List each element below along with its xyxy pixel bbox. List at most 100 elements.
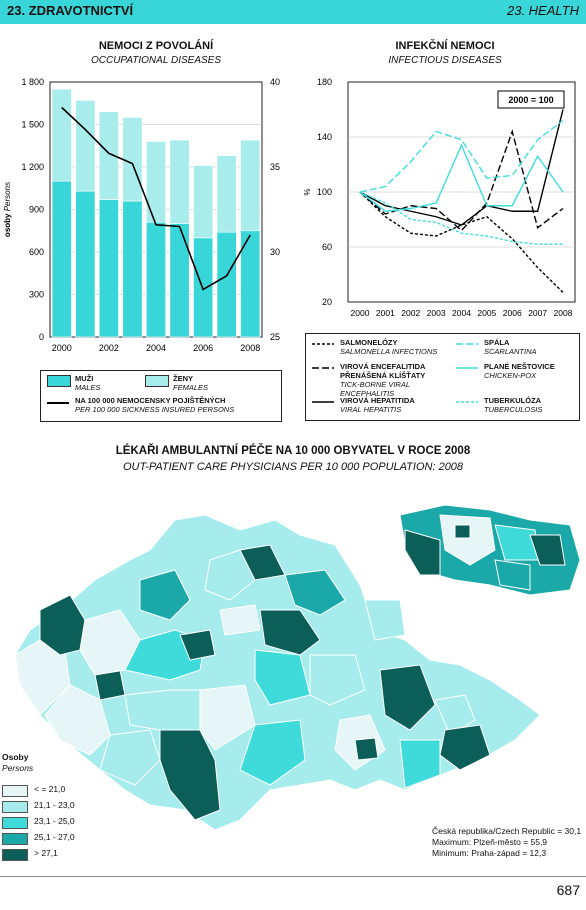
series-line xyxy=(359,143,564,212)
x-tick-label: 2000 xyxy=(52,343,72,353)
y-tick-label: 600 xyxy=(29,247,44,257)
map-region xyxy=(254,649,311,706)
x-tick-label: 2001 xyxy=(376,308,395,318)
y2-tick-label: 25 xyxy=(270,332,280,342)
map-stats: Česká republika/Czech Republic = 30,1 Ma… xyxy=(432,826,581,859)
legend-item: SALMONELÓZY SALMONELLA INFECTIONS xyxy=(340,338,450,356)
legend-label-en: SALMONELLA INFECTIONS xyxy=(340,347,438,356)
legend-women: ŽENY FEMALES xyxy=(173,374,209,392)
map-region xyxy=(439,514,496,566)
map-region xyxy=(99,729,161,786)
legend-label: SALMONELÓZY xyxy=(340,338,398,347)
base-label: 2000 = 100 xyxy=(508,95,553,105)
map-region xyxy=(439,724,491,771)
y-tick-label: 1 800 xyxy=(21,77,44,87)
map-title: LÉKAŘI AMBULANTNÍ PÉČE NA 10 000 OBYVATE… xyxy=(115,445,471,457)
x-tick-label: 2004 xyxy=(452,308,471,318)
map-region xyxy=(404,529,441,576)
series-line xyxy=(359,109,564,226)
stat-minimum: Minimum: Praha-západ = 12,3 xyxy=(432,848,547,858)
bar-men xyxy=(146,221,166,338)
y-tick-label: 180 xyxy=(317,77,332,87)
bar-men xyxy=(51,180,72,338)
map-legend-label: 21,1 - 23,0 xyxy=(34,800,75,810)
map-region xyxy=(204,549,256,601)
y-tick-label: 100 xyxy=(317,187,332,197)
map-legend-label: > 27,1 xyxy=(34,848,58,858)
occupational-legend: MUŽI MALES ŽENY FEMALES NA 100 000 NEMOCEN… xyxy=(40,370,282,422)
legend-label-en: SCARLANTINA xyxy=(484,347,537,356)
map-region xyxy=(494,559,531,591)
x-tick-label: 2008 xyxy=(554,308,573,318)
legend-men: MUŽI MALES xyxy=(75,374,101,392)
map-region xyxy=(219,604,261,636)
legend-label-en: TUBERCULOSIS xyxy=(484,405,543,414)
legend-label: TUBERKULÓZA xyxy=(484,396,542,405)
legend-item: VIROVÁ HEPATITIDA VIRAL HEPATITIS xyxy=(340,396,450,414)
legend-line-swatch xyxy=(456,401,478,403)
infectious-legend: SALMONELÓZY SALMONELLA INFECTIONS VIROVÁ E… xyxy=(305,333,580,421)
line-per-100000 xyxy=(61,106,251,291)
y-tick-label: 300 xyxy=(29,290,44,300)
map-region xyxy=(179,629,216,661)
x-tick-label: 2002 xyxy=(99,343,119,353)
legend-line-swatch xyxy=(456,367,478,369)
map-subtitle: OUT-PATIENT CARE PHYSICIANS PER 10 000 P… xyxy=(122,461,464,473)
map-legend-title: Osoby xyxy=(2,752,29,762)
czech-district-map xyxy=(14,504,581,831)
base-label-box xyxy=(497,90,565,109)
x-tick-label: 2005 xyxy=(477,308,496,318)
y2-tick-label: 30 xyxy=(270,247,280,257)
page-number: 687 xyxy=(556,882,580,898)
legend-item: SPÁLA SCARLANTINA xyxy=(484,338,586,356)
bar-women xyxy=(98,111,119,200)
occupational-title: NEMOCI Z POVOLÁNÍ xyxy=(98,40,214,52)
legend-item: VIROVÁ ENCEFALITIDA PŘENÁŠENÁ KLÍŠŤATY TI… xyxy=(340,362,450,398)
map-region xyxy=(354,737,379,761)
x-tick-label: 2007 xyxy=(528,308,547,318)
legend-line-swatch xyxy=(312,367,334,369)
y-tick-label: 20 xyxy=(322,297,332,307)
legend-line-swatch xyxy=(312,401,334,403)
y-tick-label: 1 500 xyxy=(21,120,44,130)
bar-women xyxy=(216,155,237,233)
series-line xyxy=(359,191,564,293)
infectious-chart: 20 60 100 140 180 2000 2001 2002 2003 2004 2005 200… xyxy=(303,77,576,318)
map-legend-label: < = 21,0 xyxy=(34,784,66,794)
legend-line: NA 100 000 NEMOCENSKY POJIŠTĚNÝCH PER 100… xyxy=(75,396,235,414)
infectious-title: INFEKČNÍ NEMOCI xyxy=(395,40,495,52)
x-tick-label: 2003 xyxy=(427,308,446,318)
bar-women xyxy=(146,141,166,223)
map-region xyxy=(434,694,476,736)
bar-men xyxy=(75,190,96,338)
map-region xyxy=(529,534,566,566)
x-tick-label: 2000 xyxy=(351,308,370,318)
legend-line-swatch xyxy=(312,343,334,345)
bar-women xyxy=(122,117,143,202)
occupational-chart: 0 300 600 900 1 200 1 500 1 800 25 30 35 40 2000 200… xyxy=(3,77,280,353)
y-tick-label: 0 xyxy=(39,332,44,342)
legend-men-swatch xyxy=(47,375,71,387)
infectious-subtitle: INFECTIOUS DISEASES xyxy=(388,55,502,66)
bar-men xyxy=(169,223,190,338)
x-tick-label: 2002 xyxy=(401,308,420,318)
stat-czech-republic: Česká republika/Czech Republic = 30,1 xyxy=(432,826,582,836)
map-legend-swatch xyxy=(2,801,28,813)
map-legend-subtitle: Persons xyxy=(2,763,34,773)
map-region xyxy=(124,689,201,731)
y2-tick-label: 35 xyxy=(270,162,280,172)
legend-label-en: VIRAL HEPATITIS xyxy=(340,405,402,414)
map-legend-label: 23,1 - 25,0 xyxy=(34,816,75,826)
legend-label: PLANÉ NEŠTOVICE xyxy=(484,362,555,371)
series-line xyxy=(359,129,564,232)
map-legend-swatch xyxy=(2,817,28,829)
map-legend-swatch xyxy=(2,849,28,861)
legend-label-en: TICK-BORNE VIRAL ENCEPHALITIS xyxy=(340,380,410,398)
y-axis-label: % xyxy=(303,188,312,195)
map-legend-label: 25,1 - 27,0 xyxy=(34,832,75,842)
header-right: 23. HEALTH xyxy=(506,3,579,18)
legend-label: VIROVÁ ENCEFALITIDA PŘENÁŠENÁ KLÍŠŤATY xyxy=(340,362,426,380)
map-legend-swatch xyxy=(2,833,28,845)
map-region xyxy=(454,524,471,539)
y-tick-label: 900 xyxy=(29,205,44,215)
